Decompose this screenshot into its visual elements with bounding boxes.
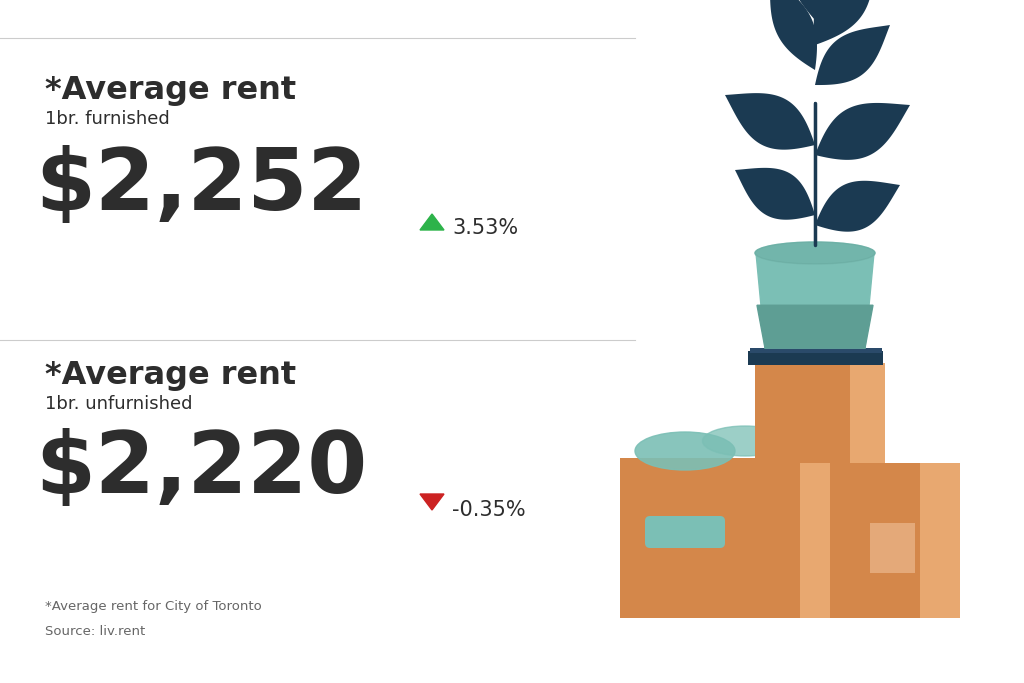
Polygon shape — [770, 0, 817, 70]
Polygon shape — [756, 253, 874, 348]
Text: $2,220: $2,220 — [35, 428, 368, 511]
Polygon shape — [420, 494, 444, 510]
Polygon shape — [815, 181, 900, 232]
FancyBboxPatch shape — [870, 523, 915, 573]
Polygon shape — [757, 305, 873, 348]
Polygon shape — [815, 25, 890, 85]
Text: *Average rent: *Average rent — [45, 360, 296, 391]
Text: *Average rent: *Average rent — [45, 75, 296, 106]
FancyBboxPatch shape — [620, 458, 830, 618]
FancyBboxPatch shape — [850, 363, 885, 463]
FancyBboxPatch shape — [645, 516, 725, 548]
Polygon shape — [735, 168, 815, 220]
Polygon shape — [814, 0, 874, 45]
Ellipse shape — [755, 242, 874, 264]
Polygon shape — [787, 0, 823, 20]
Text: 1br. unfurnished: 1br. unfurnished — [45, 395, 193, 413]
Polygon shape — [725, 93, 815, 150]
Polygon shape — [815, 103, 910, 160]
FancyBboxPatch shape — [920, 463, 961, 618]
Text: *Average rent for City of Toronto: *Average rent for City of Toronto — [45, 600, 262, 613]
Ellipse shape — [702, 426, 787, 456]
Polygon shape — [420, 214, 444, 230]
FancyBboxPatch shape — [748, 351, 883, 365]
Text: -0.35%: -0.35% — [452, 500, 525, 520]
FancyBboxPatch shape — [780, 463, 961, 618]
Ellipse shape — [755, 242, 874, 264]
FancyBboxPatch shape — [800, 458, 830, 618]
FancyBboxPatch shape — [750, 348, 882, 353]
Text: 1br. furnished: 1br. furnished — [45, 110, 170, 128]
FancyBboxPatch shape — [755, 363, 885, 463]
Text: 3.53%: 3.53% — [452, 218, 518, 238]
Text: Source: liv.rent: Source: liv.rent — [45, 625, 145, 638]
Ellipse shape — [635, 432, 735, 470]
Text: $2,252: $2,252 — [35, 145, 368, 228]
